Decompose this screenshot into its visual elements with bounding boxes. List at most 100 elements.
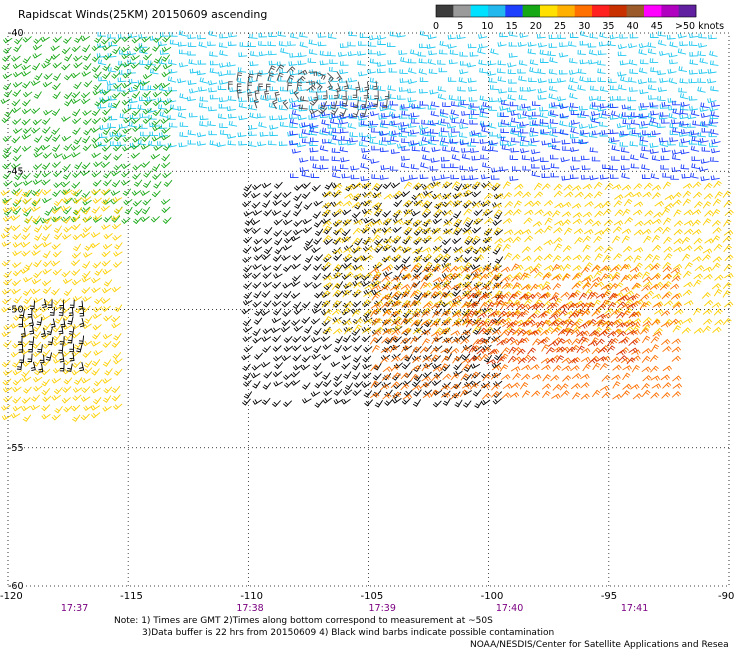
wind-barb [588, 132, 598, 138]
wind-barb [369, 77, 379, 84]
wind-barb [42, 241, 52, 248]
wind-barb [293, 308, 303, 315]
wind-barb [597, 106, 607, 112]
wind-barb [276, 61, 286, 67]
wind-barb [1, 116, 11, 124]
wind-barb [454, 254, 463, 262]
wind-barb [541, 364, 551, 371]
wind-barb [469, 175, 479, 181]
wind-barb [289, 89, 299, 95]
wind-barb [253, 254, 263, 261]
wind-barb [273, 218, 283, 226]
wind-barb [451, 321, 462, 327]
wind-barb [198, 86, 208, 92]
wind-barb [208, 106, 217, 112]
wind-barb [583, 228, 594, 235]
wind-barb [102, 340, 112, 348]
wind-barb [352, 109, 360, 118]
wind-barb [236, 83, 242, 92]
wind-barb [327, 72, 334, 82]
wind-barb [272, 335, 282, 343]
wind-barb [82, 118, 92, 126]
wind-barb [328, 66, 338, 73]
wind-barb [302, 218, 312, 225]
wind-barb [537, 42, 547, 48]
wind-barb [282, 309, 292, 317]
wind-barb [461, 330, 471, 336]
wind-barb [672, 302, 682, 309]
wind-barb [671, 119, 681, 125]
wind-barb [292, 209, 302, 217]
wind-barb [148, 140, 157, 147]
wind-barb [282, 191, 292, 199]
wind-barb [702, 318, 713, 325]
wind-barb [517, 41, 527, 47]
wind-barb [34, 72, 43, 81]
wind-barb [500, 292, 510, 300]
wind-barb [149, 68, 159, 75]
wind-barb [242, 372, 251, 381]
wind-barb [526, 293, 536, 300]
wind-barb [701, 292, 711, 299]
wind-barb [208, 30, 218, 37]
wind-barb [572, 218, 583, 225]
wind-barb [23, 276, 33, 283]
wind-barb [268, 32, 278, 37]
wind-barb [21, 376, 32, 383]
wind-barb [267, 72, 275, 81]
wind-barb [569, 57, 578, 64]
wind-barb [141, 36, 151, 43]
wind-barb [390, 149, 400, 155]
wind-barb [542, 272, 551, 281]
wind-barb [290, 292, 301, 299]
wind-barb [242, 246, 252, 254]
wind-barb [100, 205, 110, 212]
wind-barb [82, 226, 92, 233]
wind-barb [688, 41, 698, 46]
wind-barb [121, 108, 132, 114]
wind-barb [252, 399, 263, 405]
wind-barb [163, 89, 173, 97]
wind-barb [418, 124, 429, 130]
wind-barb [339, 69, 349, 75]
wind-barb [242, 282, 252, 290]
wind-barb [443, 210, 454, 217]
wind-barb [421, 119, 430, 125]
lat-tick-label: -45 [8, 166, 24, 177]
wind-barb [437, 93, 447, 100]
wind-barb [40, 144, 51, 151]
wind-barb [600, 284, 611, 290]
wind-barb [83, 252, 93, 258]
wind-barb [283, 236, 294, 244]
wind-barb [3, 270, 12, 279]
wind-barb [583, 192, 594, 200]
wind-barb [220, 129, 229, 136]
wind-barb [692, 120, 701, 126]
wind-barb [82, 340, 92, 347]
wind-barb [292, 335, 302, 343]
color-swatch [470, 5, 489, 17]
wind-barb [92, 332, 101, 340]
wind-barb [45, 352, 53, 361]
wind-barb [218, 71, 228, 77]
wind-barb [662, 365, 672, 372]
wind-barb [488, 97, 498, 103]
wind-barb [533, 263, 542, 271]
wind-barb [570, 110, 580, 116]
wind-barb [641, 284, 651, 292]
wind-barb [103, 137, 113, 144]
wind-barb [261, 253, 271, 261]
wind-barb [347, 84, 357, 90]
wind-barb [565, 328, 575, 337]
wind-barb [597, 96, 606, 102]
wind-barb [712, 227, 722, 234]
wind-barb [322, 225, 331, 234]
wind-barb [292, 354, 302, 362]
wind-barb [618, 84, 627, 91]
wind-barb [519, 121, 529, 127]
wind-barb [300, 364, 311, 371]
wind-barb [400, 337, 410, 345]
wind-barb [301, 316, 311, 324]
wind-barb [10, 214, 21, 221]
wind-barb [374, 243, 383, 251]
